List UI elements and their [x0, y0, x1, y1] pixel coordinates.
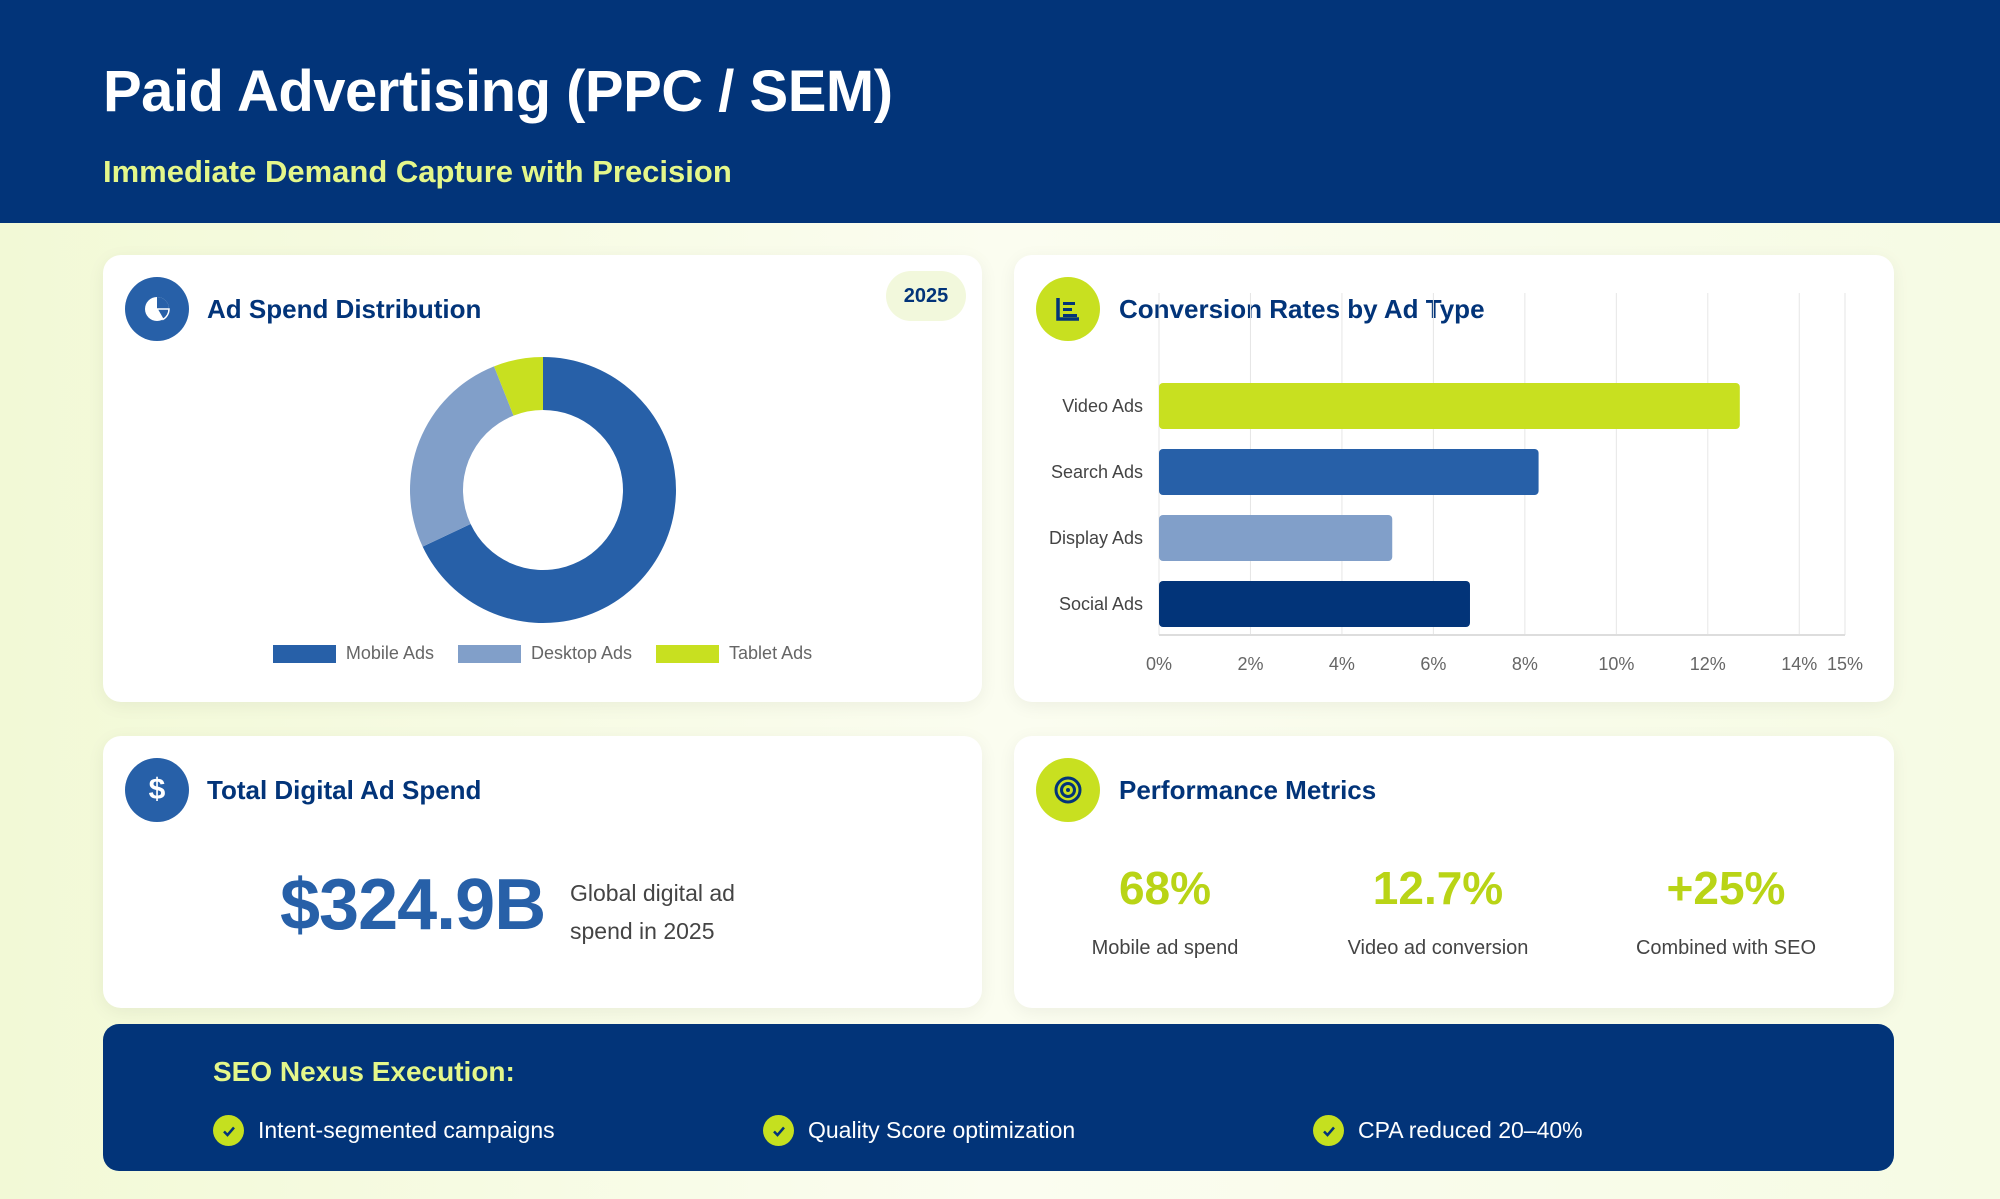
legend-item[interactable]: Desktop Ads [457, 643, 633, 664]
donut-legend: Mobile Ads Desktop Ads Tablet Ads [103, 643, 982, 664]
x-tick-label: 8% [1512, 654, 1538, 674]
dollar-icon: $ [125, 758, 189, 822]
target-icon [1036, 758, 1100, 822]
execution-item-label: Intent-segmented campaigns [258, 1117, 555, 1143]
header: Paid Advertising (PPC / SEM) Immediate D… [0, 0, 2000, 223]
donut-slice-tablet-ads[interactable] [494, 357, 543, 416]
metric-value: 68% [1118, 862, 1212, 914]
metric-value: +25% [1666, 862, 1786, 914]
legend-item[interactable]: Mobile Ads [272, 643, 434, 664]
x-tick-label: 10% [1598, 654, 1634, 674]
card-title: Conversion Rates by Ad Type [1119, 294, 1485, 324]
x-tick-label: 15% [1827, 654, 1863, 674]
performance-card: Performance Metrics 68% Mobile ad spend 1… [1014, 736, 1894, 1008]
execution-item: Quality Score optimization [763, 1115, 1075, 1146]
card-title: Total Digital Ad Spend [207, 775, 482, 805]
x-tick-label: 0% [1146, 654, 1172, 674]
metric-value: 12.7% [1372, 862, 1504, 914]
pie-chart-icon [125, 277, 189, 341]
check-icon [213, 1115, 244, 1146]
metric-label: Video ad conversion [1347, 937, 1529, 959]
y-category-label: Social Ads [1059, 594, 1143, 614]
metric-label: Combined with SEO [1635, 937, 1817, 959]
bar-search-ads[interactable] [1159, 449, 1539, 495]
execution-heading: SEO Nexus Execution: [213, 1056, 515, 1087]
y-category-label: Search Ads [1051, 462, 1143, 482]
card-title: Ad Spend Distribution [207, 294, 482, 324]
legend-item[interactable]: Tablet Ads [656, 643, 812, 664]
year-badge: 2025 [886, 271, 966, 321]
legend-swatch [656, 644, 720, 663]
donut-slice-mobile-ads[interactable] [422, 357, 676, 623]
x-tick-label: 12% [1690, 654, 1726, 674]
x-tick-label: 2% [1237, 654, 1263, 674]
legend-label: Tablet Ads [729, 643, 813, 663]
x-tick-label: 4% [1329, 654, 1355, 674]
card-title: Performance Metrics [1119, 775, 1377, 805]
legend-label: Mobile Ads [345, 643, 434, 663]
donut-slice-desktop-ads[interactable] [410, 366, 514, 547]
y-category-label: Display Ads [1049, 528, 1143, 548]
ad-spend-card: Ad Spend Distribution 2025 Mobile Ads Des… [103, 255, 982, 702]
total-spend-card: $ Total Digital Ad Spend $324.9B Global … [103, 736, 982, 1008]
execution-item-label: CPA reduced 20–40% [1358, 1117, 1583, 1143]
legend-swatch [272, 644, 336, 663]
x-tick-label: 6% [1420, 654, 1446, 674]
metric-seo: +25% Combined with SEO [1596, 861, 1856, 960]
execution-item: Intent-segmented campaigns [213, 1115, 555, 1146]
page-title: Paid Advertising (PPC / SEM) [103, 59, 893, 124]
total-description: Global digital ad spend in 2025 [570, 880, 735, 944]
execution-item-label: Quality Score optimization [808, 1117, 1076, 1143]
legend-label: Desktop Ads [530, 643, 633, 663]
donut-chart [410, 357, 676, 623]
bar-chart: 0% 2% 4% 6% 8% 10% 12% 14% 15% Video Ads Search Ad… [1049, 293, 1863, 674]
metric-video: 12.7% Video ad conversion [1308, 861, 1568, 960]
check-icon [763, 1115, 794, 1146]
bar-display-ads[interactable] [1159, 515, 1393, 561]
bar-video-ads[interactable] [1159, 383, 1740, 429]
metric-mobile: 68% Mobile ad spend [1035, 861, 1295, 960]
page-subtitle: Immediate Demand Capture with Precision [103, 154, 732, 189]
bar-social-ads[interactable] [1159, 581, 1470, 627]
y-category-label: Video Ads [1062, 396, 1143, 416]
bar-chart-icon [1036, 277, 1100, 341]
conversion-card: Conversion Rates by Ad Type 0% 2% 4% 6% 8% 10… [1014, 255, 1894, 702]
execution-banner: SEO Nexus Execution: Intent-segmented ca… [103, 1024, 1894, 1171]
legend-swatch [457, 644, 521, 663]
total-value: $324.9B [280, 865, 546, 945]
execution-item: CPA reduced 20–40% [1313, 1115, 1583, 1146]
metric-label: Mobile ad spend [1091, 937, 1239, 959]
x-tick-label: 14% [1781, 654, 1817, 674]
check-icon [1313, 1115, 1344, 1146]
